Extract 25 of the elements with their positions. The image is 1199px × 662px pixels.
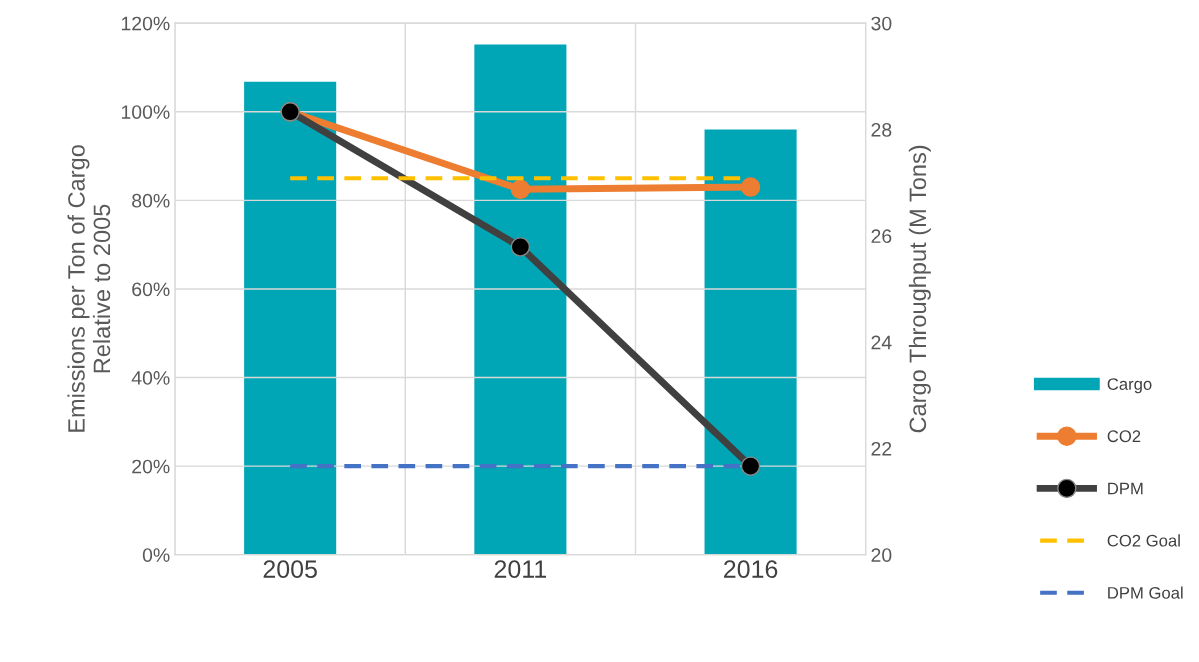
y-axis-title: Emissions per Ton of Cargo Relative to 2005 <box>67 145 111 432</box>
y2-axis-title: Cargo Throughput (M Tons) <box>908 145 931 433</box>
y-tick-label: 20% <box>132 459 170 474</box>
y2-tick-label: 26 <box>871 229 892 244</box>
y2-tick-label: 24 <box>871 335 892 350</box>
y2-tick-label: 30 <box>871 16 892 31</box>
legend-label: CO2 Goal <box>1107 534 1180 547</box>
y-tick-label: 100% <box>121 105 170 119</box>
y-tick-label: 40% <box>131 371 170 385</box>
x-tick-label: 2005 <box>263 560 317 578</box>
y-tick-label: 60% <box>132 282 170 297</box>
point <box>740 177 761 197</box>
x-tick-label: 2011 <box>494 560 547 578</box>
y2-tick-label: 22 <box>871 441 892 456</box>
legend-label: DPM Goal <box>1108 586 1183 599</box>
legend-label: DPM <box>1108 482 1143 495</box>
y-tick-label: 0% <box>142 548 170 562</box>
legend-label: CO2 <box>1107 430 1141 443</box>
y-tick-label: 80% <box>132 193 170 208</box>
legend-label: Cargo <box>1107 378 1152 394</box>
y-tick-label: 120% <box>121 16 170 31</box>
y2-tick-label: 20 <box>871 548 892 562</box>
y2-tick-label: 28 <box>871 122 892 137</box>
x-tick-label: 2016 <box>724 560 778 578</box>
point <box>510 179 531 200</box>
